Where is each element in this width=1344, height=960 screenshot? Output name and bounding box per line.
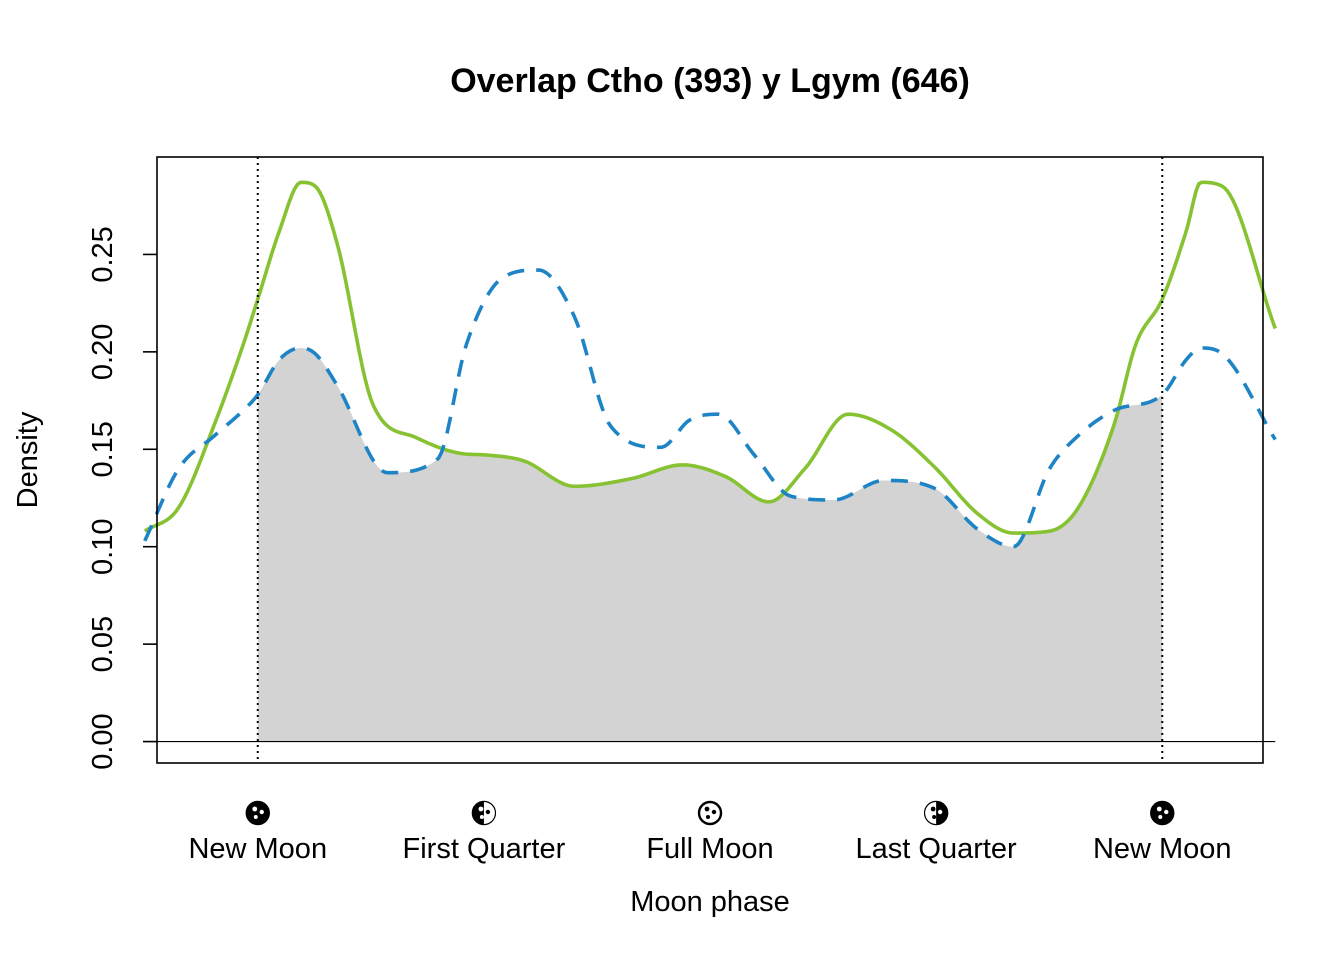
moon-crater: [704, 806, 710, 812]
y-axis-label: Density: [12, 411, 44, 508]
y-tick-label: 0.25: [87, 226, 119, 282]
moon-crater: [1164, 809, 1169, 815]
full-moon-icon: [697, 800, 723, 826]
overlap-area: [257, 347, 1163, 742]
y-tick-label: 0.10: [87, 518, 119, 574]
density-curve-2: [143, 268, 1277, 549]
moon-crater: [711, 809, 717, 815]
moon-crater: [252, 806, 258, 812]
moon-crater: [479, 815, 484, 819]
phase-boundary-lines: [256, 157, 1164, 763]
overlap-area-layer: [144, 347, 1276, 743]
moon-crater: [937, 809, 943, 815]
plot-frame: [156, 156, 1264, 764]
axes-layer: 0.00 0.05 0.10 0.15 0.20 0.25 New Moon First Qu…: [87, 156, 1264, 865]
density-curve-1: [143, 180, 1277, 535]
x-tick-label: New Moon: [188, 833, 327, 865]
y-tick-label: 0.05: [87, 616, 119, 672]
moon-disc: [697, 800, 723, 826]
moon-crater: [930, 806, 936, 812]
new-moon-icon: [245, 800, 270, 826]
x-tick-label: Last Quarter: [856, 833, 1018, 865]
moon-crater: [485, 809, 491, 815]
moon-crater: [1158, 815, 1163, 819]
first-quarter-icon: [471, 800, 497, 826]
x-tick-label: New Moon: [1093, 833, 1232, 865]
x-tick-label: First Quarter: [403, 833, 566, 865]
moon-crater: [253, 815, 258, 819]
y-tick-label: 0.15: [87, 421, 119, 477]
density-curves-layer: [143, 180, 1277, 549]
y-tick-label: 0.00: [87, 713, 119, 769]
moon-crater: [478, 806, 484, 812]
moon-crater: [259, 809, 264, 815]
moon-crater: [932, 815, 937, 819]
x-axis-label: Moon phase: [630, 886, 790, 918]
moon-crater: [1156, 806, 1162, 812]
x-tick-label: Full Moon: [646, 833, 773, 865]
moon-disc: [1150, 800, 1175, 826]
moon-disc: [245, 800, 270, 826]
moon-crater: [706, 815, 711, 819]
last-quarter-icon: [923, 800, 949, 826]
chart-title: Overlap Ctho (393) y Lgym (646): [450, 62, 970, 100]
new-moon-icon: [1150, 800, 1175, 826]
y-tick-label: 0.20: [87, 324, 119, 380]
